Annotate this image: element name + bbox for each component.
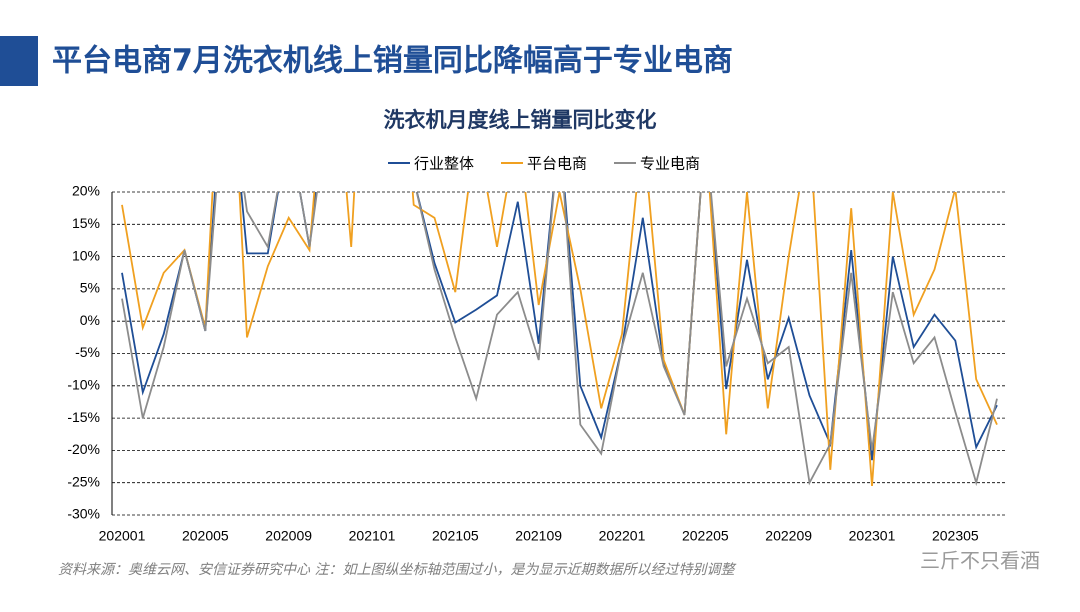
legend-label: 行业整体: [414, 155, 474, 173]
legend-label: 专业电商: [640, 155, 700, 173]
x-tick-label: 202301: [849, 528, 896, 544]
x-tick-label: 202001: [99, 528, 146, 544]
y-tick-label: -20%: [67, 441, 100, 457]
y-tick-label: -10%: [67, 377, 100, 393]
x-tick-label: 202005: [182, 528, 229, 544]
x-tick-label: 202205: [682, 528, 729, 544]
series-line: [121, 192, 998, 461]
x-tick-label: 202109: [515, 528, 562, 544]
series-line: [121, 192, 998, 487]
chart-title: 洗衣机月度线上销量同比变化: [384, 108, 657, 132]
legend-label: 平台电商: [527, 155, 587, 173]
y-tick-label: -30%: [67, 506, 100, 522]
x-tick-label: 202209: [765, 528, 812, 544]
x-tick-label: 202101: [349, 528, 396, 544]
x-tick-label: 202305: [932, 528, 979, 544]
y-tick-label: 10%: [72, 247, 100, 263]
y-tick-label: 20%: [72, 183, 100, 199]
watermark: 三斤不只看酒: [920, 549, 1040, 573]
slide-title: 平台电商7月洗衣机线上销量同比降幅高于专业电商: [52, 44, 733, 79]
plot-area: [121, 192, 998, 487]
x-tick-label: 202009: [265, 528, 312, 544]
header-bar: [0, 36, 38, 86]
x-tick-label: 202201: [599, 528, 646, 544]
series-line: [121, 192, 998, 486]
y-tick-label: -5%: [75, 344, 100, 360]
footnote: 资料来源：奥维云网、安信证券研究中心 注：如上图纵坐标轴范围过小，是为显示近期数…: [58, 562, 736, 578]
x-tick-label: 202105: [432, 528, 479, 544]
y-tick-label: 0%: [80, 312, 100, 328]
y-tick-label: 5%: [80, 280, 100, 296]
y-tick-label: -25%: [67, 473, 100, 489]
y-tick-label: 15%: [72, 215, 100, 231]
y-tick-label: -15%: [67, 409, 100, 425]
